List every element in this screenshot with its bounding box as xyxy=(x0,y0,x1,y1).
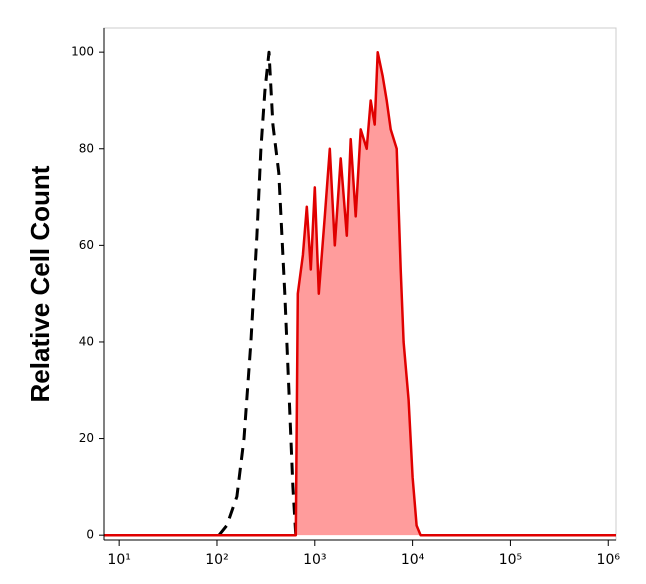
y-tick-label: 20 xyxy=(79,431,94,445)
line xyxy=(104,50,616,537)
y-tick-label: 100 xyxy=(71,45,94,59)
x-tick-label: 10⁶ xyxy=(597,552,621,568)
x-tick-label: 10³ xyxy=(303,552,326,568)
x-tick-label: 10² xyxy=(205,552,228,568)
y-tick-label: 0 xyxy=(86,528,94,542)
x-tick-label: 10⁴ xyxy=(401,552,425,568)
x-tick-label: 10¹ xyxy=(107,552,130,568)
y-tick-label: 60 xyxy=(79,238,94,252)
y-axis-label: Relative Cell Count xyxy=(25,165,55,402)
y-tick-label: 40 xyxy=(79,334,94,348)
y-tick-label: 80 xyxy=(79,141,94,155)
line xyxy=(217,50,298,537)
area xyxy=(104,52,616,536)
x-tick-label: 10⁵ xyxy=(499,552,522,568)
